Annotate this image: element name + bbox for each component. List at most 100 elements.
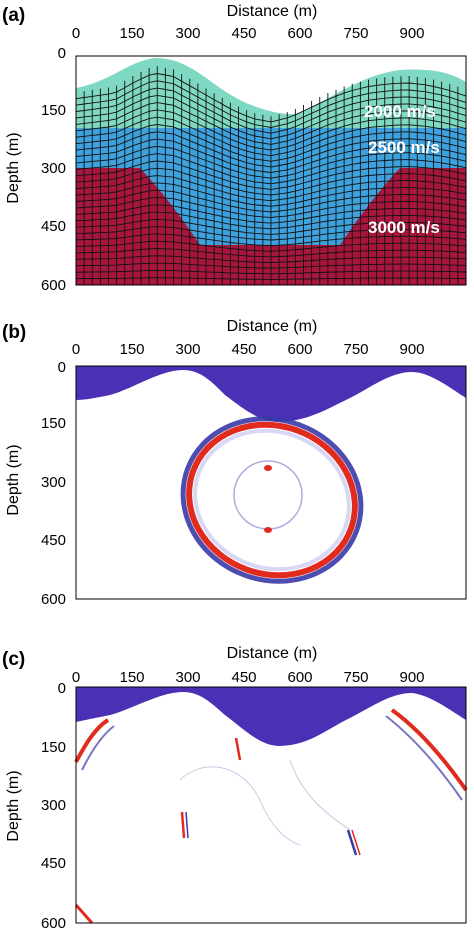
mesh-line xyxy=(75,262,467,269)
panel-c-xtick: 0 xyxy=(72,669,80,686)
panel-b-xtick: 900 xyxy=(399,341,424,358)
panel-c: (c) Distance (m) 0 150 300 450 600 750 9… xyxy=(2,645,468,932)
panel-c-yticks: 0 150 300 450 600 xyxy=(41,680,66,932)
inner-event xyxy=(264,527,272,533)
panel-b-ytick: 300 xyxy=(41,474,66,491)
panel-a-ytick: 300 xyxy=(41,160,66,177)
mesh-line xyxy=(75,226,467,241)
mesh-line xyxy=(75,138,467,173)
mesh-line xyxy=(75,233,467,247)
panel-b-xtick: 600 xyxy=(287,341,312,358)
wavefront-inner-negative xyxy=(193,428,351,572)
panel-a-ytick: 450 xyxy=(41,218,66,235)
panel-a-xtick: 900 xyxy=(399,25,424,42)
mesh-line xyxy=(75,189,467,213)
panel-a: (a) Distance (m) 0 150 300 450 600 750 9… xyxy=(2,3,467,294)
mesh-line xyxy=(75,218,467,235)
mesh-line xyxy=(75,255,467,263)
mesh-line xyxy=(75,116,467,157)
panel-a-frame xyxy=(75,55,467,286)
panel-b-ytick: 0 xyxy=(58,359,66,376)
scatter-event xyxy=(185,811,189,839)
panel-b-letter: (b) xyxy=(2,322,26,343)
panel-c-ylabel: Depth (m) xyxy=(5,770,22,841)
panel-a-xtick: 750 xyxy=(343,25,368,42)
mesh-line xyxy=(75,160,467,190)
panel-c-xtick: 900 xyxy=(399,669,424,686)
panel-b-ylabel: Depth (m) xyxy=(5,444,22,515)
panel-c-xtick: 150 xyxy=(119,669,144,686)
mesh-line xyxy=(75,94,467,140)
mesh-line xyxy=(75,204,467,224)
faint-event xyxy=(179,766,301,846)
mesh-line xyxy=(75,80,467,128)
panel-a-xtick: 0 xyxy=(72,25,80,42)
panel-a-letter: (a) xyxy=(2,5,25,26)
faint-event xyxy=(289,759,351,831)
corner-event xyxy=(74,904,94,924)
mesh-line xyxy=(75,182,467,207)
panel-c-ytick: 450 xyxy=(41,855,66,872)
panel-b-xtick: 750 xyxy=(343,341,368,358)
panel-c-xtick: 600 xyxy=(287,669,312,686)
mesh-line xyxy=(75,175,467,202)
scatter-event xyxy=(346,829,358,856)
scatter-event xyxy=(351,829,361,856)
mesh-line xyxy=(75,73,467,123)
panel-b-yticks: 0 150 300 450 600 xyxy=(41,359,66,608)
panel-b: (b) Distance (m) 0 150 300 450 600 750 9… xyxy=(2,318,467,608)
edge-reflection-right xyxy=(390,708,468,792)
air-layer xyxy=(76,366,466,422)
panel-b-xlabel: Distance (m) xyxy=(227,318,318,335)
mesh-line xyxy=(75,102,467,145)
mesh-line xyxy=(75,145,467,179)
panel-c-xtick: 450 xyxy=(231,669,256,686)
panel-a-xtick: 600 xyxy=(287,25,312,42)
wavefront-positive xyxy=(186,421,358,579)
wavefield-snapshot xyxy=(75,365,467,600)
velocity-model xyxy=(75,55,467,286)
residual-wavefield xyxy=(74,686,468,924)
panel-b-xtick: 450 xyxy=(231,341,256,358)
panel-c-xtick: 300 xyxy=(175,669,200,686)
mesh-line xyxy=(75,87,467,134)
panel-b-xtick: 150 xyxy=(119,341,144,358)
panel-b-ytick: 150 xyxy=(41,415,66,432)
scatter-event xyxy=(234,737,242,761)
panel-a-ytick: 600 xyxy=(41,277,66,294)
panel-b-xticks: 0 150 300 450 600 750 900 xyxy=(72,341,425,358)
mesh-line xyxy=(75,131,467,168)
panel-c-xtick: 750 xyxy=(343,669,368,686)
panel-c-letter: (c) xyxy=(2,649,25,670)
panel-a-ylabel: Depth (m) xyxy=(5,132,22,203)
edge-reflection-left xyxy=(81,725,115,771)
mesh-line xyxy=(75,124,467,162)
velocity-label-3000: 3000 m/s xyxy=(368,218,440,237)
mesh-line xyxy=(75,269,467,275)
velocity-label-2000: 2000 m/s xyxy=(364,102,436,121)
panel-a-xtick: 300 xyxy=(175,25,200,42)
panel-c-xticks: 0 150 300 450 600 750 900 xyxy=(72,669,425,686)
panel-a-xtick: 150 xyxy=(119,25,144,42)
velocity-label-2500: 2500 m/s xyxy=(368,138,440,157)
panel-c-ytick: 150 xyxy=(41,739,66,756)
panel-a-yticks: 0 150 300 450 600 xyxy=(41,45,66,294)
mesh-line xyxy=(75,197,467,218)
mesh-line xyxy=(75,211,467,230)
panel-b-ytick: 450 xyxy=(41,532,66,549)
panel-c-ytick: 0 xyxy=(58,680,66,697)
mesh-line xyxy=(75,240,467,252)
mesh-line xyxy=(75,109,467,151)
edge-reflection-right xyxy=(385,715,463,801)
panel-a-ytick: 0 xyxy=(58,45,66,62)
panel-c-ytick: 600 xyxy=(41,915,66,932)
scatter-event xyxy=(180,811,186,839)
panel-b-xtick: 0 xyxy=(72,341,80,358)
wavefront-outer-negative xyxy=(180,416,364,584)
panel-b-frame xyxy=(75,365,467,600)
panel-a-ytick: 150 xyxy=(41,102,66,119)
inner-event xyxy=(264,465,272,471)
panel-b-xtick: 300 xyxy=(175,341,200,358)
mesh-line xyxy=(75,167,467,196)
panel-a-xlabel: Distance (m) xyxy=(227,3,318,20)
